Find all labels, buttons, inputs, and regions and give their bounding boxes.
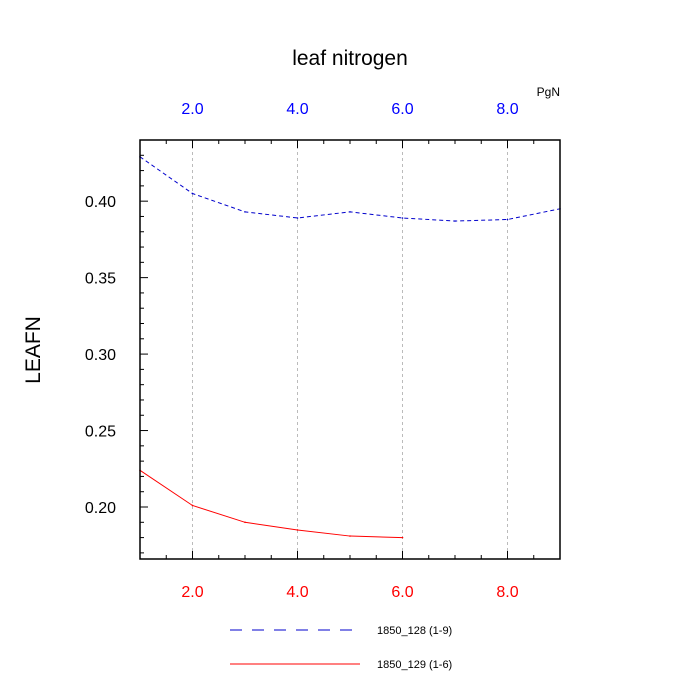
series-0-point-6 <box>454 220 456 222</box>
series-0-point-5 <box>401 217 404 219</box>
y-tick-label-2: 0.30 <box>85 347 116 364</box>
x-tick-label-top-2: 6.0 <box>391 101 413 118</box>
series-1-point-2 <box>244 521 246 524</box>
y-tick-label-0: 0.20 <box>85 500 116 517</box>
series-0-point-4 <box>349 211 351 213</box>
x-tick-label-bottom-3: 8.0 <box>496 584 518 601</box>
x-tick-label-top-1: 4.0 <box>286 101 308 118</box>
series-0-point-1 <box>191 192 194 195</box>
x-tick-label-top-0: 2.0 <box>181 101 203 118</box>
legend-label-1: 1850_129 (1-6) <box>377 659 452 671</box>
x-tick-label-bottom-0: 2.0 <box>181 584 203 601</box>
y-tick-label-1: 0.25 <box>85 424 116 441</box>
legend: 1850_128 (1-9) 1850_129 (1-6) <box>230 625 452 671</box>
top-axis-unit: PgN <box>537 85 560 99</box>
series-0-point-3 <box>296 217 299 219</box>
y-tick-label-4: 0.40 <box>85 194 116 211</box>
x-tick-label-bottom-2: 6.0 <box>391 584 413 601</box>
series-0-point-7 <box>506 218 509 221</box>
grid <box>192 140 508 559</box>
plot-frame <box>139 139 561 560</box>
series-1-point-5 <box>401 536 404 539</box>
x-tick-label-bottom-1: 4.0 <box>286 584 308 601</box>
y-tick-label-3: 0.35 <box>85 271 116 288</box>
series-line-1 <box>139 469 403 539</box>
series-1-point-3 <box>296 529 299 531</box>
y-axis-label: LEAFN <box>22 316 45 384</box>
chart-title: leaf nitrogen <box>292 47 408 70</box>
legend-label-0: 1850_128 (1-9) <box>377 625 452 637</box>
series-1-point-1 <box>191 504 194 507</box>
series <box>139 156 561 539</box>
x-tick-label-top-3: 8.0 <box>496 101 518 118</box>
series-1-point-4 <box>349 535 351 537</box>
series-0-point-2 <box>244 211 246 213</box>
axis-ticks: 2.0 2.0 4.0 4.0 6.0 6.0 8.0 8.0 0.20 0.25 0.30 0.35… <box>85 101 561 601</box>
